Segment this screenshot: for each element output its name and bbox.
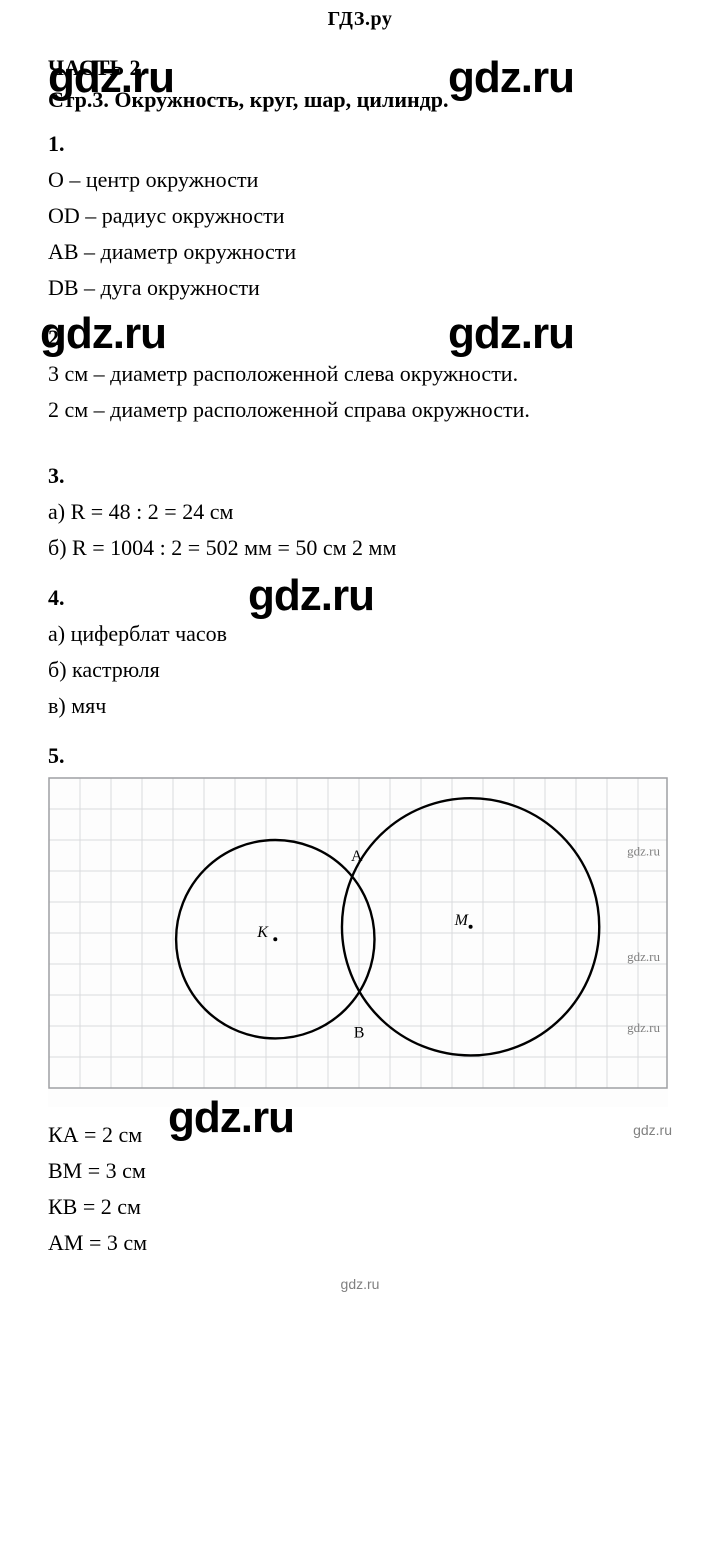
section-heading: Стр.3. Окружность, круг, шар, цилиндр. bbox=[48, 87, 672, 113]
svg-text:B: B bbox=[354, 1024, 365, 1041]
svg-text:gdz.ru: gdz.ru bbox=[627, 949, 660, 964]
answer-line: в) мяч bbox=[48, 693, 672, 719]
circles-diagram: K M A Bgdz.ru gdz.ru gdz.ru bbox=[48, 777, 668, 1107]
svg-text:gdz.ru: gdz.ru bbox=[627, 1020, 660, 1035]
question-4: gdz.ru 4. а) циферблат часов б) кастрюля… bbox=[48, 585, 672, 719]
answer-line: ВМ = 3 см bbox=[48, 1158, 672, 1184]
heading-block: gdz.ru gdz.ru ЧАСТЬ 2. Стр.3. Окружность… bbox=[48, 55, 672, 113]
answer-line: б) R = 1004 : 2 = 502 мм = 50 см 2 мм bbox=[48, 535, 672, 561]
answer-line: О – центр окружности bbox=[48, 167, 672, 193]
question-3: 3. а) R = 48 : 2 = 24 см б) R = 1004 : 2… bbox=[48, 463, 672, 561]
question-number: 3. bbox=[48, 463, 672, 489]
svg-text:K: K bbox=[256, 924, 269, 941]
answer-line: а) R = 48 : 2 = 24 см bbox=[48, 499, 672, 525]
question-2: gdz.ru gdz.ru 2. 3 см – диаметр располож… bbox=[48, 325, 672, 423]
watermark-small: gdz.ru bbox=[633, 1122, 672, 1148]
svg-text:gdz.ru: gdz.ru bbox=[627, 844, 660, 859]
question-number: 5. bbox=[48, 743, 672, 769]
answer-line: OD – радиус окружности bbox=[48, 203, 672, 229]
answer-line: б) кастрюля bbox=[48, 657, 672, 683]
question-number: 4. bbox=[48, 585, 672, 611]
answer-line: а) циферблат часов bbox=[48, 621, 672, 647]
page: ГДЗ.ру gdz.ru gdz.ru ЧАСТЬ 2. Стр.3. Окр… bbox=[0, 0, 720, 1564]
answer-line: 3 см – диаметр расположенной слева окруж… bbox=[48, 361, 672, 387]
part-heading: ЧАСТЬ 2. bbox=[48, 55, 672, 81]
answer-line: AB – диаметр окружности bbox=[48, 239, 672, 265]
site-title: ГДЗ.ру bbox=[48, 0, 672, 49]
svg-text:A: A bbox=[351, 848, 363, 865]
question-number: 2. bbox=[48, 325, 672, 351]
question-1: 1. О – центр окружности OD – радиус окру… bbox=[48, 131, 672, 301]
answer-line: 2 см – диаметр расположенной справа окру… bbox=[48, 397, 672, 423]
footer-watermark: gdz.ru bbox=[48, 1276, 672, 1292]
question-number: 1. bbox=[48, 131, 672, 157]
answer-line: AM = 3 см bbox=[48, 1230, 672, 1256]
diagram-container: K M A Bgdz.ru gdz.ru gdz.ru bbox=[48, 777, 672, 1112]
answer-line: КВ = 2 см bbox=[48, 1194, 672, 1220]
answer-line: DB – дуга окружности bbox=[48, 275, 672, 301]
question-5: 5. K M A Bgdz.ru gdz.ru gdz.ru gdz.ru КА = 2 … bbox=[48, 743, 672, 1256]
answer-line: КА = 2 см bbox=[48, 1122, 142, 1148]
svg-text:M: M bbox=[454, 912, 470, 929]
